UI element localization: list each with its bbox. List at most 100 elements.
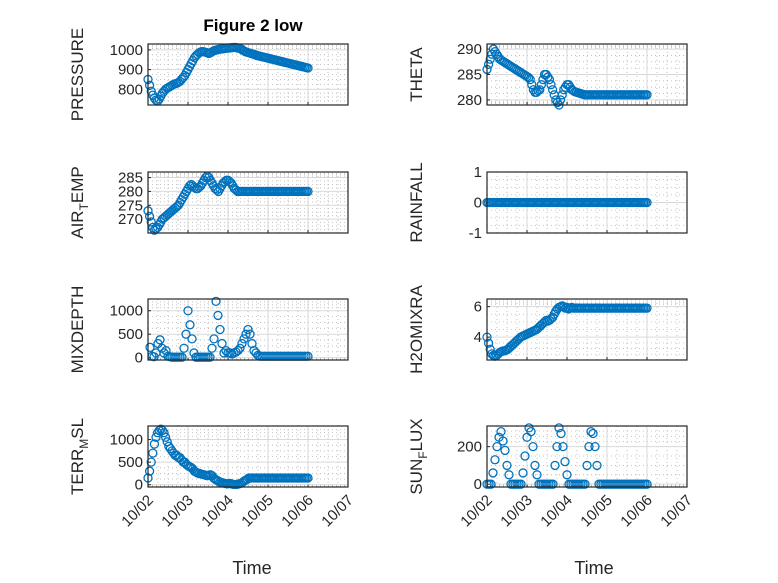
- y-axis-label-2: THETA: [407, 47, 426, 102]
- data-point: [546, 80, 556, 90]
- data-point: [556, 428, 566, 439]
- x-tick-label: 10/05: [577, 492, 616, 531]
- data-point: [243, 324, 253, 335]
- subplot-7: 10/02 10/03 10/04 10/05 10/06 10/07 0 500 1000 TE…: [68, 418, 357, 530]
- data-point: [551, 95, 561, 105]
- data-point: [145, 342, 155, 352]
- data-point: [555, 95, 566, 105]
- data-point: [560, 457, 570, 467]
- data-point: [491, 49, 502, 59]
- data-point: [235, 343, 245, 353]
- y-tick-label: 280: [118, 183, 143, 200]
- data-point: [205, 352, 215, 362]
- data-point: [642, 197, 652, 208]
- data-point: [586, 426, 596, 437]
- data-point: [217, 338, 227, 349]
- y-tick-label: 290: [457, 41, 482, 58]
- data-point: [149, 225, 160, 235]
- y-tick-label: 1000: [110, 303, 143, 320]
- data-point: [149, 439, 160, 449]
- data-point: [173, 77, 184, 88]
- y-tick-label: 0: [474, 476, 482, 493]
- data-point: [144, 466, 155, 476]
- data-point: [178, 72, 188, 83]
- axes-frame: [147, 298, 349, 361]
- x-tick-label: 10/07: [657, 492, 696, 531]
- x-tick-label: 10/05: [238, 492, 277, 531]
- y-tick-label: 275: [118, 197, 143, 214]
- y-tick-label: 280: [457, 92, 482, 109]
- data-point: [502, 460, 512, 471]
- data-point: [563, 80, 574, 90]
- x-tick-label: 10/04: [198, 492, 237, 531]
- data-point: [200, 172, 211, 183]
- subplot-6: 4 6 H2OMIXRA: [407, 284, 688, 374]
- data-point: [520, 451, 530, 461]
- plot-area: [487, 426, 687, 487]
- data-point: [526, 426, 536, 437]
- data-point: [538, 74, 548, 85]
- data-point: [213, 310, 223, 321]
- data-point: [160, 432, 171, 442]
- data-point: [187, 334, 197, 344]
- data-point: [488, 468, 498, 478]
- data-point: [518, 468, 528, 478]
- subplot-4: -1 0 1 RAINFALL: [407, 162, 688, 243]
- y-axis-label-7: TERRMSL: [68, 418, 91, 495]
- data-point: [483, 338, 494, 348]
- data-point: [642, 479, 652, 489]
- axes-frame: [147, 425, 349, 488]
- x-tick-label: 10/06: [278, 492, 317, 531]
- data-point: [492, 441, 502, 452]
- data-point: [530, 460, 540, 471]
- y-axis-label-6: H2OMIXRA: [407, 284, 426, 373]
- data-point: [584, 441, 594, 452]
- y-tick-label: 900: [118, 62, 143, 79]
- series-markers: [145, 296, 313, 362]
- data-point: [239, 334, 249, 344]
- y-tick-label: -1: [469, 225, 482, 242]
- data-point: [562, 470, 572, 480]
- data-point: [642, 303, 652, 313]
- y-tick-label: 4: [474, 329, 482, 346]
- x-tick-label: 10/03: [158, 492, 197, 531]
- y-tick-label: 0: [474, 195, 482, 212]
- data-point: [642, 90, 652, 100]
- data-point: [303, 473, 313, 483]
- data-point: [552, 441, 562, 452]
- x-tick-label: 10/03: [497, 492, 536, 531]
- y-tick-label: 1000: [110, 42, 143, 59]
- y-tick-label: 1: [474, 164, 482, 181]
- data-point: [582, 460, 592, 471]
- series-markers: [143, 171, 313, 235]
- data-point: [500, 445, 510, 456]
- data-point: [536, 80, 547, 90]
- axes-frame: [147, 171, 349, 234]
- data-point: [144, 80, 155, 90]
- data-point: [192, 183, 203, 194]
- data-point: [541, 69, 551, 80]
- figure-title: Figure 2 low: [203, 16, 303, 35]
- data-point: [527, 80, 537, 90]
- subplot-2: 280 285 290 THETA: [407, 41, 688, 110]
- data-point: [580, 479, 590, 489]
- data-point: [233, 345, 243, 356]
- y-tick-label: 500: [118, 454, 143, 471]
- data-point: [547, 85, 558, 95]
- data-point: [532, 470, 542, 480]
- series-markers: [143, 424, 313, 490]
- x-tick-label: 10/04: [537, 492, 576, 531]
- data-point: [183, 306, 193, 316]
- series-markers: [482, 44, 652, 110]
- y-tick-label: 285: [118, 170, 143, 187]
- x-axis-label-left: Time: [232, 558, 271, 578]
- axes-frame: [147, 43, 349, 106]
- data-point: [483, 59, 494, 69]
- series-markers: [482, 423, 652, 489]
- data-point: [155, 335, 165, 345]
- data-point: [245, 329, 255, 339]
- x-tick-label: 10/06: [617, 492, 656, 531]
